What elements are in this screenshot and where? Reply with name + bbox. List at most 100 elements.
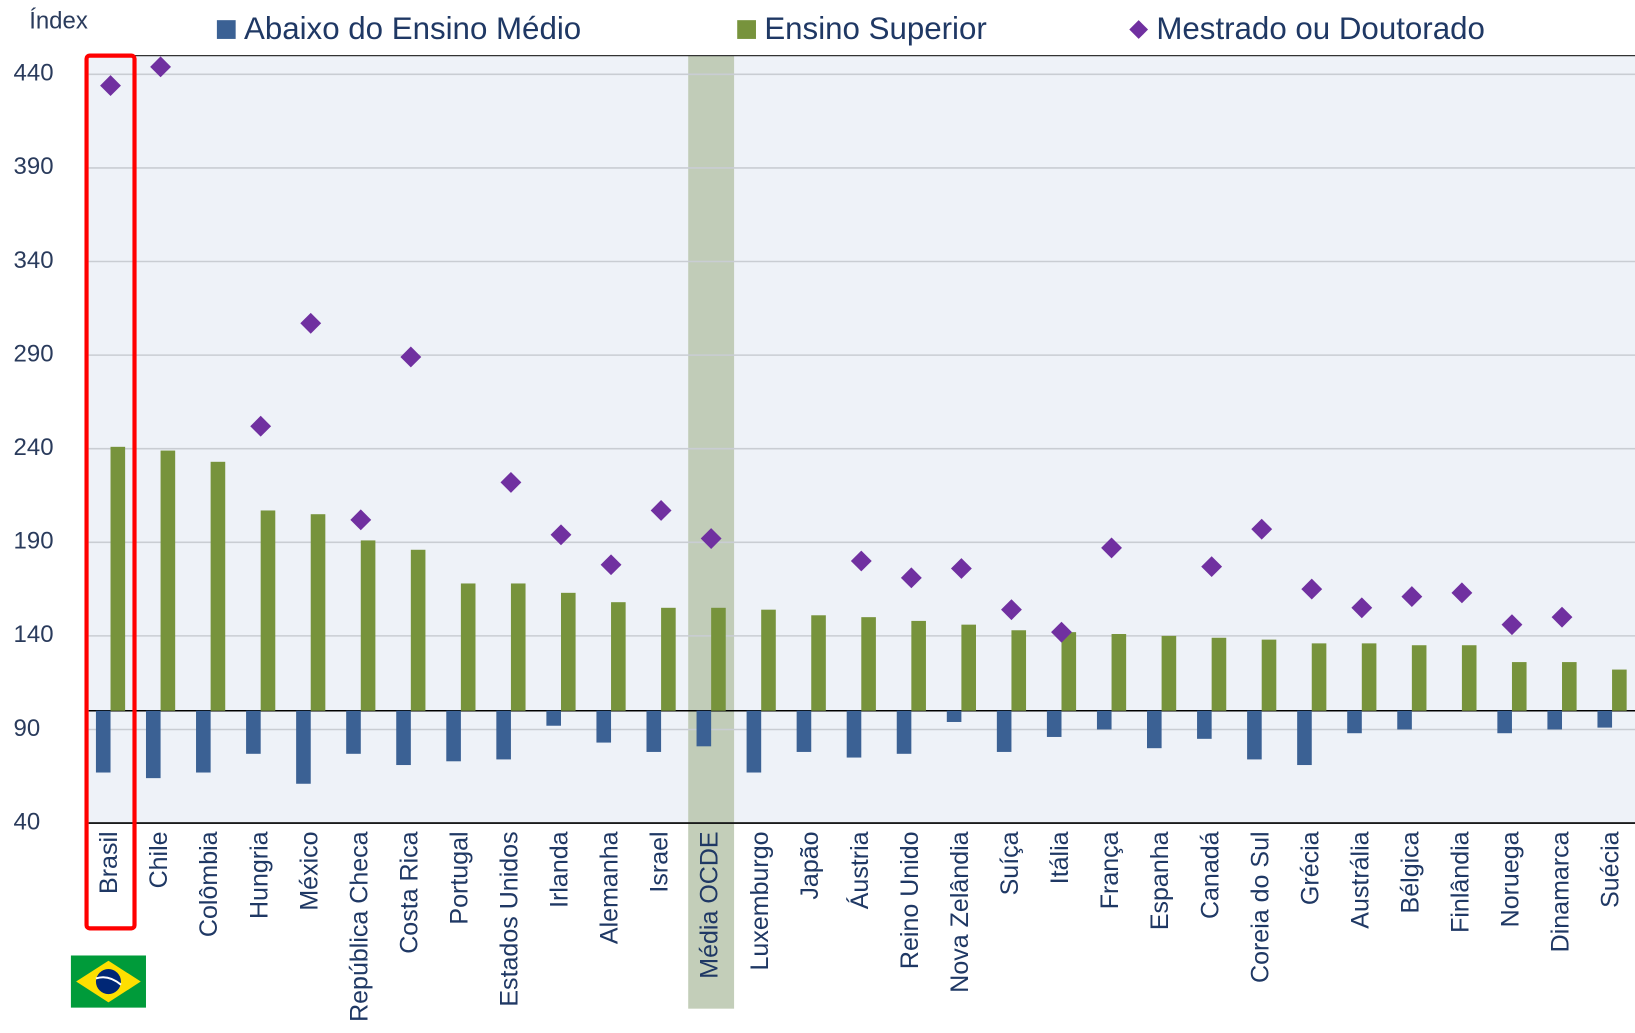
diamond-marker [350, 509, 372, 531]
x-tick-label: Hungria [245, 831, 273, 919]
bar [1211, 637, 1227, 711]
diamond-marker [1251, 518, 1273, 540]
diamond-marker [850, 550, 872, 572]
bar [1096, 710, 1112, 730]
diamond-marker [300, 312, 322, 334]
highlight-box [84, 53, 137, 931]
x-tick-label: Espanha [1146, 831, 1174, 930]
bar [1111, 634, 1127, 711]
bar [1612, 669, 1627, 711]
diamond-marker [500, 471, 522, 493]
x-tick-label: Bélgica [1396, 831, 1424, 913]
bar [1562, 662, 1577, 711]
x-tick-label: Costa Rica [395, 831, 423, 953]
bar [896, 710, 912, 754]
x-tick-label: Colômbia [195, 831, 223, 937]
bar [1511, 662, 1527, 711]
x-tick-label: Irlanda [546, 831, 574, 908]
x-tick-label: Suécia [1597, 831, 1625, 908]
bar [796, 710, 812, 752]
x-tick-label: Nova Zelândia [946, 831, 974, 992]
x-tick-label: Chile [145, 831, 173, 888]
bar [1147, 710, 1162, 749]
bar [410, 549, 426, 711]
y-tick-label: 140 [14, 621, 54, 648]
bar [260, 510, 276, 711]
bar [446, 710, 461, 762]
bar [1247, 710, 1262, 760]
bar [1461, 645, 1477, 711]
legend-swatch [1129, 20, 1149, 39]
bar [1497, 710, 1512, 734]
bar [1397, 710, 1412, 730]
y-tick-label: 90 [14, 715, 41, 742]
y-tick-label: 440 [14, 60, 54, 87]
bar [1411, 645, 1427, 711]
legend-swatch [737, 20, 756, 39]
bar [1197, 710, 1212, 739]
bar [560, 592, 576, 711]
x-tick-label: Japão [796, 831, 824, 899]
bar [946, 710, 962, 722]
bar [996, 710, 1012, 752]
bar [1261, 639, 1277, 711]
bar [961, 624, 976, 711]
x-tick-label: Austrália [1346, 831, 1374, 928]
y-axis-label: Índex [29, 8, 88, 35]
bar [145, 710, 161, 779]
bar [861, 617, 876, 711]
bar [246, 710, 261, 754]
bar [1046, 710, 1062, 737]
bar [346, 710, 361, 754]
x-tick-label: Suíça [996, 831, 1024, 895]
bar [761, 609, 776, 711]
x-tick-label: Itália [1046, 831, 1074, 884]
bar [696, 710, 712, 747]
legend-label: Ensino Superior [764, 11, 986, 46]
bar [1347, 710, 1362, 734]
diamond-marker [400, 346, 422, 368]
bar [711, 607, 726, 711]
bar [1547, 710, 1563, 730]
x-tick-label: Finlândia [1447, 831, 1475, 933]
bar [160, 450, 176, 711]
x-tick-label: Estados Unidos [496, 831, 524, 1006]
x-tick-label: México [295, 831, 323, 910]
bar [1161, 635, 1177, 711]
bar [310, 514, 326, 711]
bar [1297, 710, 1312, 766]
x-tick-label: Média OCDE [696, 831, 724, 978]
bar [1361, 643, 1377, 711]
bar [210, 461, 226, 711]
legend-label: Mestrado ou Doutorado [1156, 11, 1485, 46]
diamond-marker [700, 528, 722, 549]
x-tick-label: Áustria [845, 831, 874, 909]
x-tick-label: Noruega [1497, 831, 1525, 927]
bar [1597, 710, 1613, 728]
brazil-flag [70, 955, 146, 1008]
bar [360, 540, 376, 711]
x-tick-label: Reino Unido [896, 831, 924, 969]
diamond-marker [250, 415, 272, 437]
bar [510, 583, 526, 711]
diamond-marker [150, 56, 172, 78]
y-tick-label: 390 [14, 153, 54, 180]
bar [1061, 632, 1077, 711]
x-tick-label: Israel [646, 831, 674, 892]
legend-swatch [216, 20, 236, 39]
y-tick-label: 240 [14, 434, 54, 461]
diamond-marker [1301, 578, 1323, 600]
bar [546, 710, 561, 726]
x-tick-label: Grécia [1296, 831, 1324, 905]
y-tick-label: 290 [14, 340, 54, 367]
x-tick-label: Portugal [445, 831, 473, 924]
bar [496, 710, 511, 760]
bar [196, 710, 211, 773]
diamond-marker [550, 524, 572, 546]
y-tick-label: 40 [14, 808, 41, 835]
bar [110, 446, 126, 711]
legend-label: Abaixo do Ensino Médio [244, 11, 581, 46]
bar [296, 710, 311, 784]
